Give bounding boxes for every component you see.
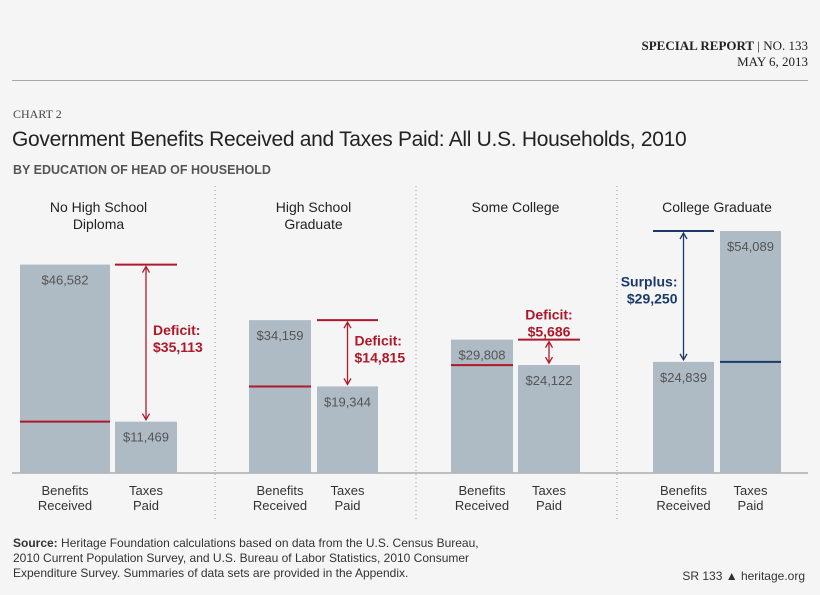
report-header: SPECIAL REPORT | NO. 133 — [642, 38, 809, 54]
annotation-type: Deficit: — [525, 307, 572, 323]
bar-taxes — [115, 421, 177, 473]
bar-axis-label: Benefits — [42, 483, 89, 498]
bar-axis-label: Received — [455, 498, 509, 513]
bar-axis-label: Taxes — [734, 483, 768, 498]
bar-value-label: $24,122 — [526, 373, 573, 388]
category-label: Some College — [472, 199, 560, 215]
bar-benefits — [20, 264, 110, 473]
arrowhead — [544, 340, 554, 365]
bar-value-label: $11,469 — [123, 430, 169, 445]
category-label: High School — [276, 199, 352, 215]
category-label: Graduate — [284, 216, 343, 232]
bar-taxes — [317, 386, 378, 473]
bar-axis-label: Taxes — [532, 483, 566, 498]
bar-benefits — [249, 320, 311, 473]
annotation-value: $29,250 — [627, 290, 678, 306]
chart-subtitle: BY EDUCATION OF HEAD OF HOUSEHOLD — [13, 163, 271, 177]
arrowhead — [141, 265, 151, 421]
category-label: College Graduate — [662, 199, 772, 215]
bar-axis-label: Taxes — [331, 483, 365, 498]
bar-value-label: $34,159 — [257, 328, 304, 343]
bar-taxes — [720, 231, 781, 473]
category-label: No High School — [50, 199, 147, 215]
annotation-value: $35,113 — [153, 339, 203, 355]
bar-axis-label: Benefits — [459, 483, 506, 498]
arrowhead — [343, 320, 352, 386]
source-note: Source: Heritage Foundation calculations… — [13, 536, 483, 581]
credit: SR 133 ▲ heritage.org — [682, 569, 805, 583]
annotation-type: Deficit: — [355, 332, 402, 348]
arrowhead — [679, 231, 688, 362]
report-id: SR 133 — [682, 569, 723, 583]
annotation-type: Surplus: — [621, 273, 678, 289]
bar-value-label: $46,582 — [42, 273, 89, 288]
bar-value-label: $29,808 — [459, 348, 506, 363]
bar-value-label: $19,344 — [324, 394, 371, 409]
bar-benefits — [653, 361, 714, 473]
bar-axis-label: Received — [38, 498, 92, 513]
bar-axis-label: Paid — [737, 498, 763, 513]
bar-axis-label: Taxes — [129, 483, 163, 498]
bar-value-label: $54,089 — [727, 239, 774, 254]
bar-axis-label: Paid — [133, 498, 159, 513]
bar-axis-label: Received — [253, 498, 307, 513]
liberty-bell-icon: ▲ — [725, 569, 738, 583]
bar-axis-label: Paid — [334, 498, 360, 513]
chart-label: CHART 2 — [13, 107, 62, 121]
bar-value-label: $24,839 — [660, 370, 707, 385]
source-label: Source: — [13, 536, 58, 550]
annotation-value: $14,815 — [355, 349, 406, 365]
annotation-value: $5,686 — [528, 324, 571, 340]
report-name: SPECIAL REPORT — [641, 38, 755, 53]
bar-taxes — [518, 365, 580, 473]
bar-axis-label: Received — [656, 498, 710, 513]
chart-title: Government Benefits Received and Taxes P… — [12, 128, 687, 151]
site-link: heritage.org — [740, 569, 805, 583]
category-label: Diploma — [73, 216, 125, 232]
bar-benefits — [451, 339, 513, 473]
bar-axis-label: Benefits — [257, 483, 304, 498]
annotation-type: Deficit: — [153, 322, 200, 338]
header-rule — [12, 80, 808, 81]
bar-axis-label: Benefits — [660, 483, 707, 498]
report-number: | NO. 133 — [757, 38, 808, 53]
source-text: Heritage Foundation calculations based o… — [13, 536, 479, 580]
report-date: MAY 6, 2013 — [737, 54, 808, 69]
bar-axis-label: Paid — [536, 498, 562, 513]
